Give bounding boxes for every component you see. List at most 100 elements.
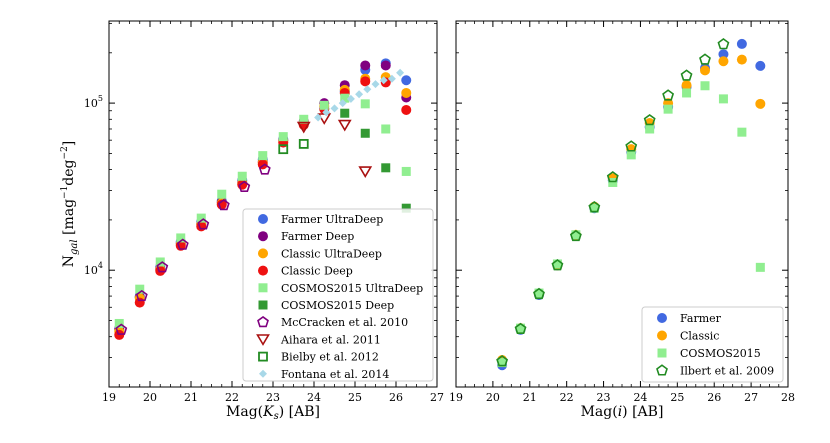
left-data-points: [114, 58, 412, 340]
data-point-farmer-deep: [360, 60, 371, 71]
data-point-fontana-et-al-2014: [322, 108, 331, 117]
data-point-cosmos2015: [497, 358, 507, 368]
x-tick-label: 26: [707, 391, 721, 404]
legend-label-farmer-deep: Farmer Deep: [281, 230, 354, 243]
legend-label-cosmos2015: COSMOS2015: [680, 347, 761, 360]
series-fontana-et-al-2014: [314, 68, 405, 122]
data-point-ilbert-et-al-2009: [533, 287, 545, 300]
legend-marker-classic: [657, 330, 667, 341]
legend-marker-mccracken-et-al-2010: [257, 315, 269, 328]
data-point-classic-deep: [401, 104, 412, 115]
left-y-axis-label: Ngal [mag−1deg−2]: [60, 141, 80, 268]
data-point-farmer-ultradeep: [401, 75, 412, 86]
data-point-cosmos2015-ultradeep: [340, 93, 350, 103]
series-mccracken-et-al-2010: [115, 163, 271, 335]
legend-label-fontana-et-al-2014: Fontana et al. 2014: [281, 368, 389, 381]
data-point-ilbert-et-al-2009: [588, 201, 601, 213]
data-point-ilbert-et-al-2009: [680, 69, 693, 81]
data-point-cosmos2015-ultradeep: [176, 233, 186, 243]
legend-marker-cosmos2015-ultradeep: [258, 283, 268, 293]
data-point-mccracken-et-al-2010: [238, 180, 251, 192]
data-point-ilbert-et-al-2009: [662, 89, 675, 101]
data-point-ilbert-et-al-2009: [717, 38, 730, 50]
legend-marker-classic-ultradeep: [258, 248, 268, 259]
data-point-mccracken-et-al-2010: [197, 218, 210, 230]
data-point-mccracken-et-al-2010: [217, 198, 230, 211]
data-point-cosmos2015-ultradeep: [155, 257, 165, 267]
data-point-ilbert-et-al-2009: [514, 322, 527, 335]
data-point-cosmos2015: [755, 262, 765, 272]
left-xlabel-suffix: ) [AB]: [279, 404, 320, 420]
data-point-cosmos2015-ultradeep: [401, 166, 411, 176]
data-point-fontana-et-al-2014: [330, 104, 339, 113]
y-tick-label: 105: [84, 94, 103, 110]
legend-marker-farmer-ultradeep: [258, 214, 268, 224]
left-x-ticks: 19 20 21 22 23 24 25 26 27: [102, 21, 444, 404]
data-point-cosmos2015: [700, 81, 710, 91]
x-tick-label: 20: [486, 391, 500, 404]
data-point-bielby-et-al-2012: [298, 138, 309, 149]
x-tick-label: 23: [266, 391, 280, 404]
data-point-aihara-et-al-2011: [337, 119, 352, 132]
x-tick-label: 24: [307, 391, 321, 404]
y-tick-base: 10: [84, 97, 98, 110]
left-xlabel-var: K: [262, 404, 275, 420]
data-point-cosmos2015: [608, 177, 618, 187]
data-point-cosmos2015-deep: [381, 163, 391, 173]
series-cosmos2015: [497, 81, 765, 368]
data-point-cosmos2015-ultradeep: [299, 114, 309, 124]
legend-marker-bielby-et-al-2012: [258, 351, 268, 362]
data-point-classic-deep: [237, 179, 248, 190]
y-tick-exponent: 4: [98, 261, 103, 270]
data-point-mccracken-et-al-2010: [135, 289, 148, 302]
data-point-cosmos2015: [534, 288, 544, 298]
right-xlabel-var: i: [618, 404, 622, 420]
right-x-ticks: 19 20 21 22 23 24 25 26 27 28: [449, 21, 795, 404]
left-x-axis-label: Mag(Ks) [AB]: [226, 404, 320, 422]
data-point-cosmos2015: [626, 150, 636, 160]
ylabel-sub: gal: [69, 239, 80, 255]
left-xlabel-prefix: Mag(: [226, 404, 263, 420]
right-panel: 19 20 21 22 23 24 25 26 27 28 Mag(i) [AB] Farmer C…: [449, 20, 795, 420]
data-point-aihara-et-al-2011: [358, 166, 373, 178]
x-tick-label: 22: [225, 391, 239, 404]
data-point-fontana-et-al-2014: [371, 80, 380, 89]
legend-label-classic-deep: Classic Deep: [281, 265, 353, 278]
y-tick-exponent: 5: [98, 94, 103, 103]
x-tick-label: 24: [633, 391, 647, 404]
legend-marker-ilbert-et-al-2009: [656, 364, 668, 376]
data-point-fontana-et-al-2014: [346, 94, 355, 103]
ylabel-unit-b: deg: [61, 159, 77, 185]
data-point-farmer: [718, 49, 729, 60]
ylabel-main: N: [61, 255, 77, 267]
legend-label-classic-ultradeep: Classic UltraDeep: [281, 247, 382, 260]
x-tick-label: 27: [430, 391, 444, 404]
data-point-classic: [755, 98, 766, 109]
data-point-classic-deep: [114, 329, 125, 340]
x-tick-label: 19: [102, 391, 116, 404]
legend-box: [242, 208, 434, 382]
y-tick-label: 104: [84, 261, 103, 277]
data-point-ilbert-et-al-2009: [569, 229, 582, 242]
data-point-cosmos2015-deep: [360, 128, 370, 138]
ylabel-unit-c: ]: [61, 141, 77, 146]
right-x-axis-label: Mag(i) [AB]: [581, 404, 664, 420]
x-tick-label: 21: [184, 391, 198, 404]
x-tick-label: 28: [781, 391, 795, 404]
data-point-aihara-et-al-2011: [296, 121, 311, 134]
x-tick-label: 22: [560, 391, 574, 404]
data-point-mccracken-et-al-2010: [156, 261, 169, 273]
data-point-ilbert-et-al-2009: [496, 355, 509, 367]
data-point-fontana-et-al-2014: [396, 68, 405, 77]
legend-marker-fontana-et-al-2014: [259, 369, 267, 378]
data-point-classic: [700, 65, 710, 76]
data-point-cosmos2015-ultradeep: [258, 151, 268, 161]
series-bielby-et-al-2012: [278, 138, 309, 155]
x-tick-label: 19: [449, 391, 463, 404]
data-point-cosmos2015: [737, 127, 747, 137]
left-xlabel-sub: s: [274, 411, 279, 422]
data-point-cosmos2015: [718, 94, 728, 104]
y-tick-base: 10: [84, 264, 98, 277]
